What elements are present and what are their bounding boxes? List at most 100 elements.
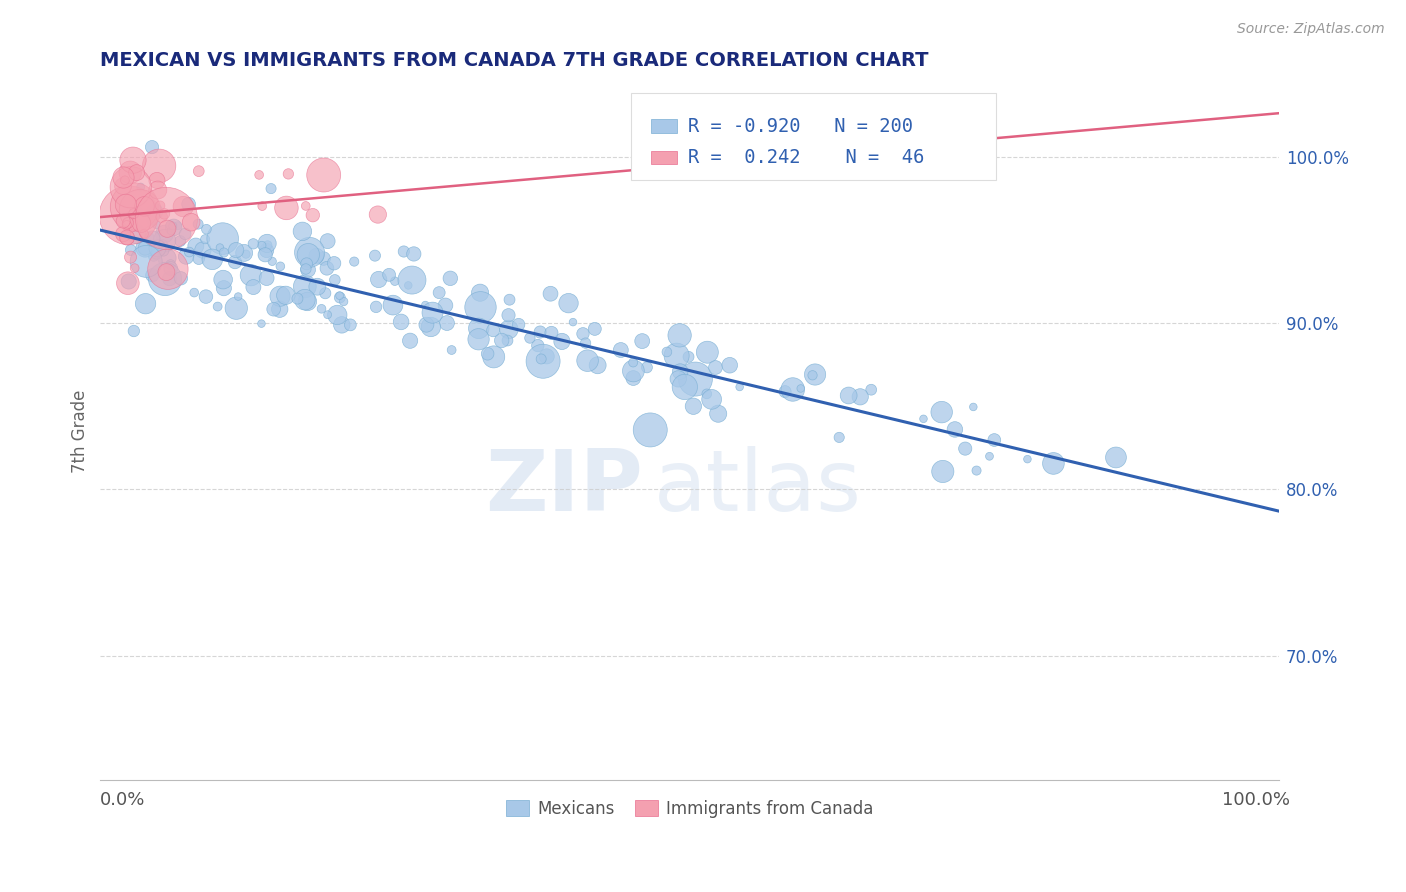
Point — [156, 262, 179, 277]
Point — [468, 285, 491, 300]
Point — [256, 238, 278, 252]
Point — [201, 252, 224, 267]
Point — [149, 199, 172, 213]
Point — [955, 442, 977, 456]
Point — [381, 298, 404, 312]
Point — [260, 181, 283, 195]
Point — [135, 296, 157, 310]
Point — [194, 232, 217, 246]
Point — [153, 272, 176, 286]
Point — [838, 388, 860, 402]
Point — [576, 353, 599, 368]
Point — [332, 294, 354, 309]
Point — [187, 217, 209, 231]
Point — [316, 308, 339, 322]
Point — [120, 165, 142, 179]
Bar — [651, 120, 676, 133]
Point — [540, 326, 562, 340]
Point — [117, 231, 139, 245]
Point — [482, 350, 505, 364]
Point — [396, 278, 419, 293]
Point — [122, 324, 145, 338]
Point — [118, 275, 141, 289]
Text: MEXICAN VS IMMIGRANTS FROM CANADA 7TH GRADE CORRELATION CHART: MEXICAN VS IMMIGRANTS FROM CANADA 7TH GR… — [100, 51, 929, 70]
Point — [118, 218, 141, 232]
Point — [291, 224, 314, 238]
Point — [673, 380, 696, 394]
Point — [115, 198, 138, 212]
Point — [295, 257, 318, 271]
Point — [962, 400, 984, 414]
Point — [152, 244, 174, 258]
Point — [496, 334, 519, 348]
Point — [277, 167, 299, 181]
Point — [274, 288, 297, 302]
Point — [389, 315, 412, 329]
Point — [118, 208, 141, 222]
Point — [621, 364, 644, 378]
Point — [392, 244, 415, 259]
Point — [1042, 457, 1064, 471]
Point — [682, 399, 704, 413]
Point — [125, 166, 148, 180]
Point — [439, 271, 461, 285]
Point — [256, 271, 278, 285]
Point — [225, 301, 247, 316]
Point — [153, 227, 176, 241]
Point — [401, 273, 423, 287]
Point — [156, 221, 179, 235]
Point — [169, 234, 191, 248]
Point — [256, 244, 278, 258]
Point — [572, 326, 595, 341]
Point — [419, 320, 441, 334]
Point — [131, 216, 153, 230]
Point — [276, 201, 298, 215]
Point — [129, 180, 152, 194]
Point — [529, 325, 551, 339]
Point — [153, 207, 176, 221]
Point — [153, 234, 176, 248]
Point — [115, 218, 138, 232]
Point — [696, 387, 718, 401]
Point — [378, 268, 401, 282]
Point — [678, 350, 700, 364]
Point — [297, 262, 319, 277]
Point — [180, 215, 202, 229]
Point — [141, 213, 163, 227]
Point — [668, 328, 690, 343]
Point — [287, 292, 309, 306]
Point — [329, 291, 352, 305]
Point — [207, 300, 229, 314]
Point — [122, 153, 145, 168]
Point — [655, 345, 678, 359]
Point — [790, 382, 813, 396]
Point — [943, 422, 966, 436]
Point — [120, 243, 142, 257]
Point — [316, 261, 339, 276]
Point — [125, 227, 148, 242]
Text: R =  0.242    N =  46: R = 0.242 N = 46 — [689, 147, 925, 167]
Text: Source: ZipAtlas.com: Source: ZipAtlas.com — [1237, 22, 1385, 37]
Point — [491, 334, 513, 348]
Point — [226, 289, 249, 303]
Point — [183, 285, 205, 300]
Point — [828, 430, 851, 444]
Point — [467, 332, 489, 346]
Point — [122, 206, 145, 220]
Point — [983, 433, 1005, 447]
Point — [364, 249, 387, 263]
Point — [112, 227, 135, 241]
Point — [482, 323, 505, 337]
Point — [212, 245, 235, 260]
Point — [979, 450, 1001, 464]
Point — [141, 231, 163, 245]
Point — [326, 308, 349, 322]
Point — [316, 234, 339, 248]
Point — [212, 281, 235, 295]
Point — [195, 222, 218, 236]
Point — [187, 164, 209, 178]
Point — [551, 334, 574, 349]
Point — [610, 343, 633, 357]
Point — [707, 407, 730, 421]
Point — [583, 322, 606, 336]
